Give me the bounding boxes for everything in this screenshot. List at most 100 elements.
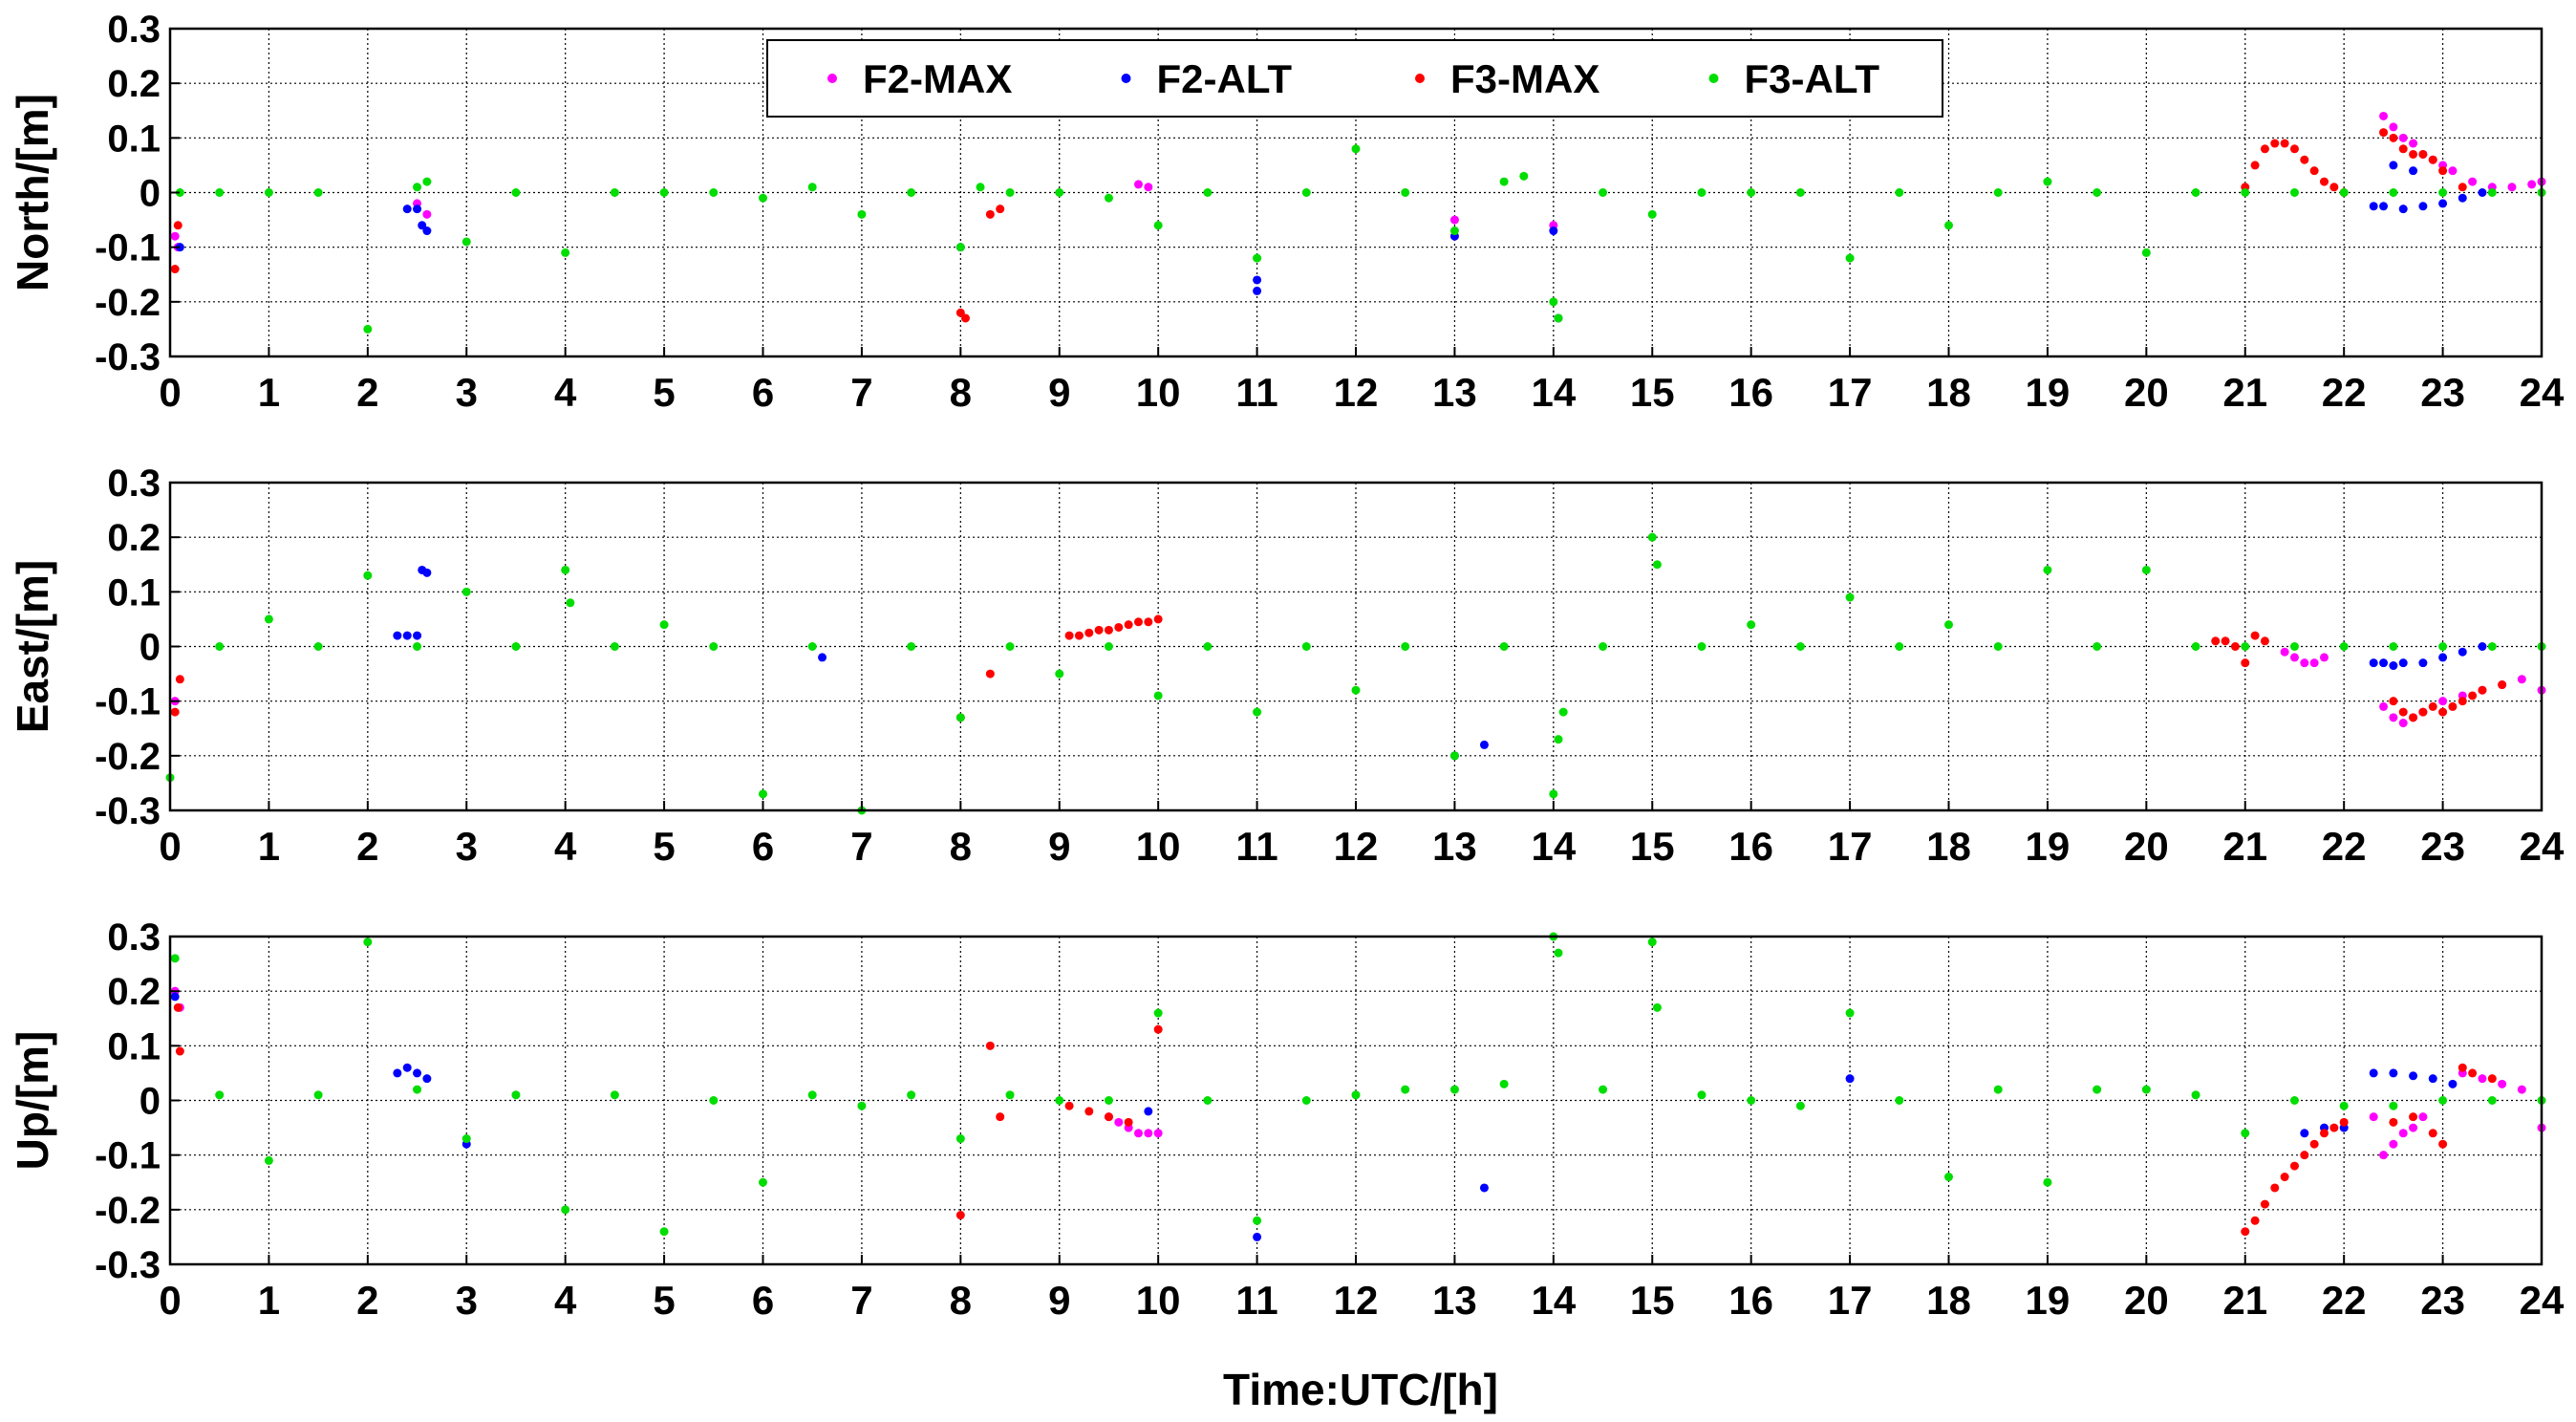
data-point [422,226,432,236]
data-point [1153,1008,1163,1018]
legend-marker [1415,74,1425,83]
x-tick-label: 3 [456,1278,478,1323]
data-point [2309,658,2319,668]
data-point [2527,180,2537,189]
data-point [961,313,971,323]
data-point [1203,188,1213,197]
x-tick-label: 23 [2420,370,2465,415]
data-point [1647,937,1657,947]
data-point [173,221,182,230]
data-point [1253,1232,1262,1241]
data-point [561,248,570,257]
data-point [907,188,916,197]
data-point [1558,707,1568,717]
data-point [264,1155,273,1165]
legend-label: F2-ALT [1157,56,1293,101]
data-point [561,565,570,574]
data-point [1845,592,1855,602]
x-tick-label: 13 [1432,370,1477,415]
x-tick-label: 9 [1048,824,1070,869]
data-point [659,1227,669,1237]
data-point [2398,205,2408,214]
legend-entry: F3-ALT [1708,56,1879,101]
data-point [175,675,184,684]
data-point [2270,139,2280,148]
x-tick-label: 14 [1531,370,1576,415]
data-point [1944,221,1953,230]
y-tick-label: -0.3 [95,336,161,378]
data-point [2379,128,2389,138]
data-point [955,1134,965,1144]
data-point [2398,133,2408,142]
data-point [1253,275,1262,285]
data-point [2468,177,2478,186]
x-tick-label: 1 [258,370,280,415]
data-point [2389,188,2398,197]
data-point [2487,1074,2497,1084]
data-point [2458,193,2467,203]
data-point [1895,188,1904,197]
data-point [170,954,180,963]
x-tick-label: 23 [2420,824,2465,869]
x-tick-label: 10 [1136,1278,1181,1323]
data-point [2280,1173,2289,1182]
data-point [1449,215,1459,225]
data-point [1449,1085,1459,1094]
data-point [2389,122,2398,132]
data-point [2043,1177,2052,1187]
data-point [2478,642,2487,651]
data-point [1153,221,1163,230]
data-point [1133,1129,1143,1138]
x-tick-label: 2 [356,1278,378,1323]
data-point [1449,226,1459,236]
data-point [1084,628,1094,637]
data-point [2093,1085,2102,1094]
data-point [2329,183,2339,192]
data-point [2418,149,2428,159]
data-point [1104,1112,1113,1122]
x-tick-label: 0 [159,1278,181,1323]
data-point [1114,622,1124,632]
x-tick-label: 6 [752,370,774,415]
data-point [2438,653,2448,662]
data-point [1993,642,2003,651]
data-point [2458,183,2467,192]
x-tick-label: 7 [850,1278,872,1323]
y-tick-label: -0.2 [95,282,161,324]
data-point [418,221,427,230]
data-point [857,1101,867,1110]
x-tick-label: 13 [1432,824,1477,869]
x-tick-label: 16 [1728,824,1773,869]
data-point [363,571,373,580]
data-point [1144,617,1153,627]
data-point [857,209,867,219]
x-tick-label: 8 [950,824,972,869]
data-point [2319,653,2329,662]
x-tick-label: 18 [1926,370,1971,415]
data-point [170,992,180,1002]
data-point [2379,111,2389,120]
y-tick-label: 0.3 [107,9,161,51]
data-point [2409,1123,2418,1132]
x-tick-label: 14 [1531,1278,1576,1323]
data-point [2487,1096,2497,1105]
data-point [2389,697,2398,706]
x-axis-label: Time:UTC/[h] [1223,1365,1498,1414]
data-point [2141,1085,2151,1094]
data-point [1253,286,1262,295]
x-tick-label: 4 [554,1278,577,1323]
data-point [818,653,827,662]
data-point [2270,1183,2280,1193]
x-tick-label: 5 [653,1278,675,1323]
data-point [1114,1117,1124,1127]
x-tick-label: 4 [554,370,577,415]
x-tick-label: 17 [1828,1278,1873,1323]
data-point [2369,1112,2378,1122]
data-point [2241,642,2250,651]
data-point [1104,1096,1113,1105]
data-point [1104,625,1113,635]
data-point [2241,658,2250,668]
data-point [2191,1090,2200,1100]
data-point [2517,675,2526,684]
y-tick-label: -0.2 [95,736,161,778]
